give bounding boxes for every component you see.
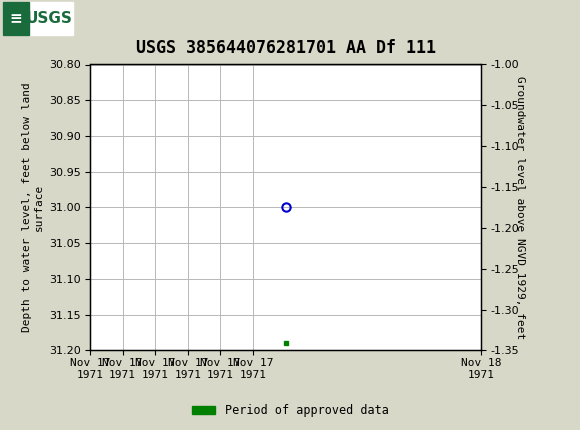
Legend: Period of approved data: Period of approved data [187, 399, 393, 422]
Y-axis label: Groundwater level above NGVD 1929, feet: Groundwater level above NGVD 1929, feet [514, 76, 525, 339]
Bar [3, 2, 29, 35]
Y-axis label: Depth to water level, feet below land
surface: Depth to water level, feet below land su… [22, 83, 44, 332]
Bar [3, 2, 72, 35]
Text: USGS: USGS [26, 11, 72, 26]
Text: ≡: ≡ [9, 11, 22, 26]
Title: USGS 385644076281701 AA Df 111: USGS 385644076281701 AA Df 111 [136, 40, 436, 57]
